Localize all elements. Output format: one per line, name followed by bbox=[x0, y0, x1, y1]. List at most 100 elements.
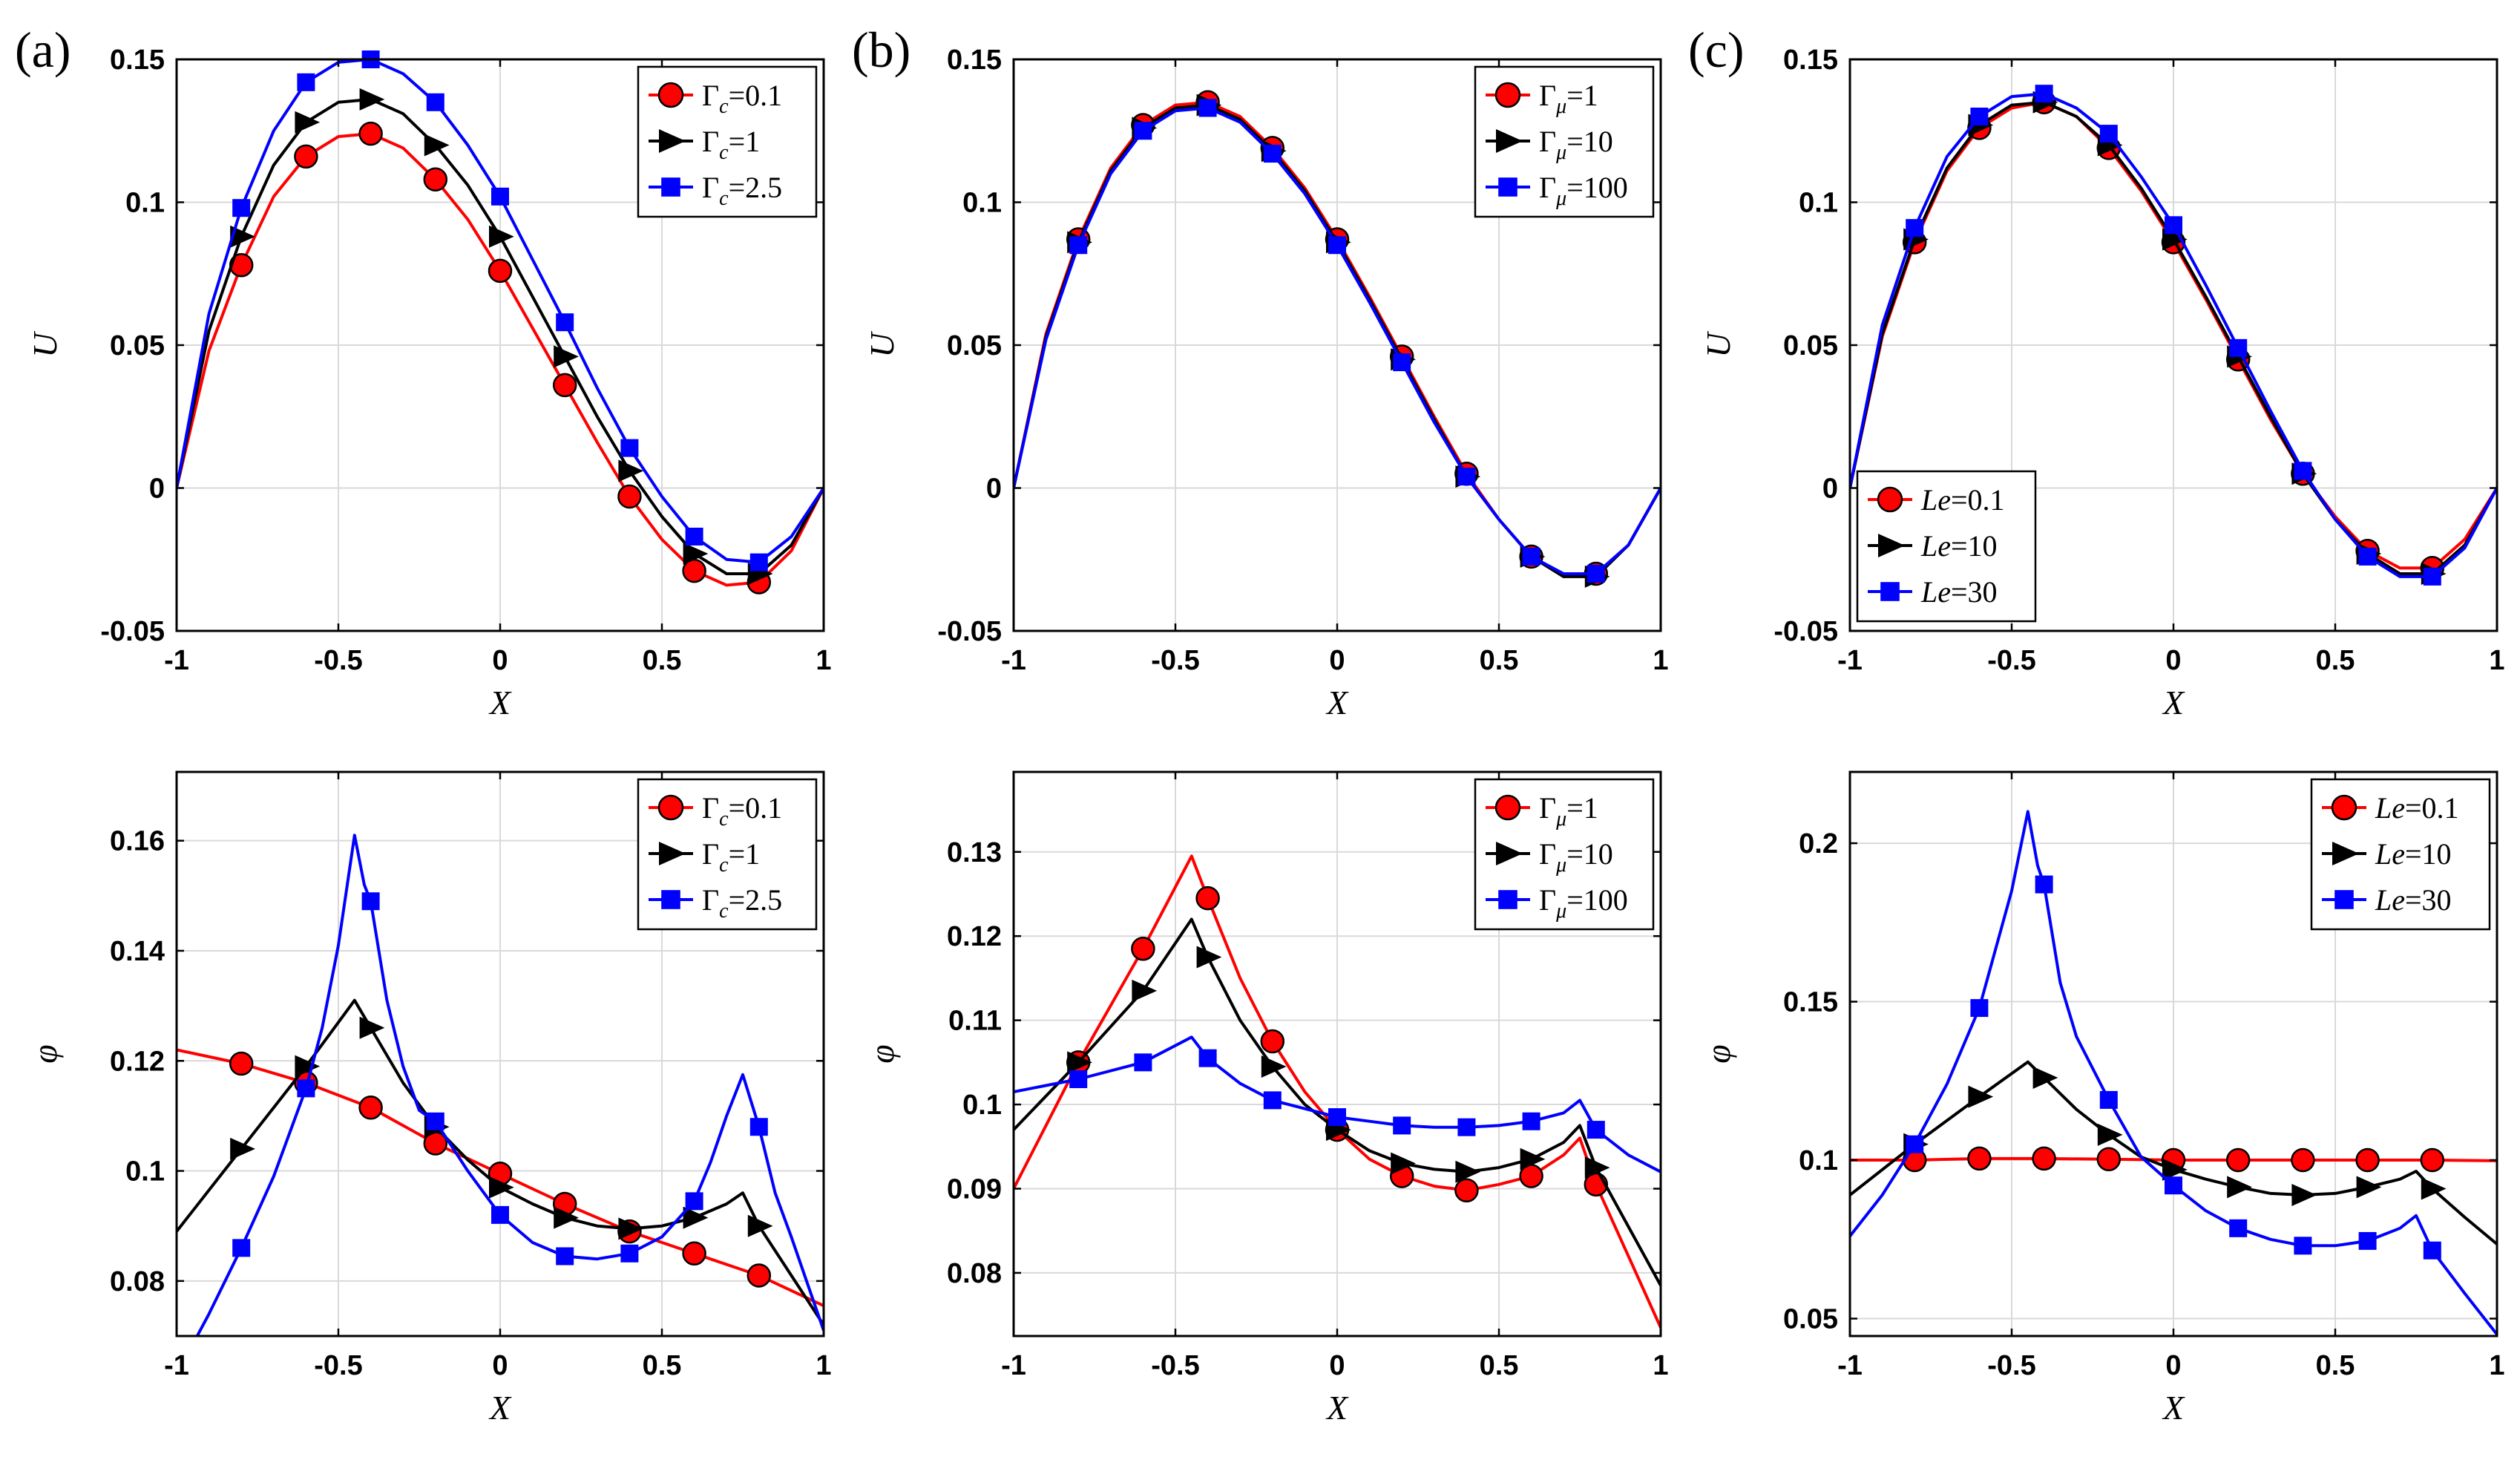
x-tick-label-4: 1 bbox=[1653, 645, 1668, 676]
legend-label-1: Le=10 bbox=[1920, 529, 1998, 563]
series-2-point-3 bbox=[1263, 145, 1282, 163]
series-line-0 bbox=[1014, 854, 1661, 1329]
legend-marker-0 bbox=[1494, 82, 1521, 108]
series-2-point-5 bbox=[556, 1247, 574, 1266]
series-0-point-2 bbox=[1195, 885, 1220, 911]
legend-marker-1 bbox=[1496, 129, 1523, 153]
series-2-point-3 bbox=[426, 93, 444, 111]
x-axis-label: X bbox=[2162, 684, 2185, 721]
series-2-point-3 bbox=[1263, 1091, 1282, 1110]
y-tick-label-4: 0.12 bbox=[947, 921, 1002, 952]
x-tick-label-0: -1 bbox=[164, 1350, 189, 1381]
series-0-point-6 bbox=[617, 484, 642, 509]
series-0-point-7 bbox=[682, 1241, 706, 1266]
series-1-point-5 bbox=[2227, 1176, 2252, 1199]
series-2-point-5 bbox=[2229, 1219, 2248, 1237]
x-axis-label: X bbox=[1325, 684, 1349, 721]
series-1-point-4 bbox=[489, 225, 514, 248]
x-tick-label-1: -0.5 bbox=[314, 1350, 362, 1381]
legend-marker-0 bbox=[657, 794, 684, 821]
plots: -1 -0.5 0 0.5 1 -0.05 0 0.05 0.1 0.15 X U Γc=0.1 Γc=1… bbox=[26, 45, 2505, 1427]
legend-label-0: Γμ=1 bbox=[1539, 791, 1598, 831]
legend-marker-2 bbox=[661, 177, 680, 197]
x-tick-label-2: 0 bbox=[2165, 645, 2181, 676]
series-2-point-2 bbox=[2035, 85, 2053, 103]
y-tick-label-1: 0 bbox=[986, 474, 1002, 505]
chart-c-top: -1 -0.5 0 0.5 1 -0.05 0 0.05 0.1 0.15 X U Le=0.1 Le=1… bbox=[1699, 45, 2505, 721]
series-1-point-8 bbox=[1584, 1156, 1610, 1179]
series-2-point-0 bbox=[1906, 1135, 1924, 1153]
y-tick-label-4: 0.15 bbox=[110, 45, 165, 76]
legend-marker-2 bbox=[1498, 177, 1517, 197]
x-tick-label-0: -1 bbox=[1837, 1350, 1863, 1381]
series-1-point-8 bbox=[2421, 1177, 2447, 1200]
x-tick-label-4: 1 bbox=[816, 1350, 831, 1381]
legend-label-2: Le=30 bbox=[2375, 883, 2452, 917]
legend-marker-1 bbox=[2332, 842, 2359, 865]
series-2-point-8 bbox=[1587, 565, 1605, 583]
series-line-1 bbox=[1014, 917, 1661, 1286]
series-1-point-7 bbox=[683, 1206, 709, 1229]
series-0-point-6 bbox=[2291, 1147, 2315, 1173]
series-1-point-8 bbox=[747, 1214, 773, 1237]
series-1-point-6 bbox=[2291, 1184, 2317, 1206]
series-2-point-4 bbox=[2165, 216, 2182, 235]
series-2-point-3 bbox=[2099, 1090, 2118, 1109]
series-1-point-1 bbox=[295, 111, 321, 134]
x-axis-label: X bbox=[1325, 1389, 1349, 1427]
legend: Le=0.1 Le=10 Le=30 bbox=[1856, 470, 2037, 623]
series-2-point-1 bbox=[1970, 999, 1989, 1018]
legend-marker-0 bbox=[657, 82, 684, 108]
chart-a-top: -1 -0.5 0 0.5 1 -0.05 0 0.05 0.1 0.15 X U Γc=0.1 Γc=1… bbox=[26, 45, 832, 721]
legend-label-1: Γμ=10 bbox=[1539, 125, 1613, 164]
series-1-point-1 bbox=[1968, 1085, 1994, 1108]
series-2-point-5 bbox=[2229, 338, 2248, 357]
series-2-point-2 bbox=[2035, 875, 2053, 894]
y-axis-label: φ bbox=[1699, 1044, 1737, 1063]
y-axis-label: U bbox=[863, 331, 901, 358]
series-line-1 bbox=[177, 998, 824, 1326]
legend: Γμ=1 Γμ=10 Γμ=100 bbox=[1474, 65, 1655, 218]
x-tick-label-2: 0 bbox=[1329, 1350, 1345, 1381]
series-0-point-3 bbox=[1260, 1029, 1285, 1054]
series-2-point-6 bbox=[1457, 1118, 1476, 1136]
y-tick-label-0: -0.05 bbox=[100, 616, 165, 647]
series-2-point-4 bbox=[1328, 1108, 1346, 1127]
series-0-point-3 bbox=[2096, 1147, 2122, 1172]
y-tick-label-0: 0.08 bbox=[110, 1266, 165, 1297]
series-line-1 bbox=[1850, 1060, 2497, 1245]
chart-b-bottom: -1 -0.5 0 0.5 1 0.08 0.09 0.1 0.11 0.12 0.13 Xφ Γμ=1… bbox=[863, 770, 1669, 1427]
x-tick-label-1: -0.5 bbox=[1151, 1350, 1199, 1381]
series-1-point-6 bbox=[618, 459, 644, 482]
series-0-point-6 bbox=[1454, 1178, 1479, 1203]
panel-label-b: (b) bbox=[852, 22, 910, 78]
series-2-point-7 bbox=[685, 527, 703, 546]
panel-label-a: (a) bbox=[15, 22, 70, 78]
x-tick-label-3: 0.5 bbox=[2316, 645, 2355, 676]
legend-marker-1 bbox=[659, 129, 686, 153]
series-2-point-0 bbox=[232, 1239, 251, 1257]
panel-label-c: (c) bbox=[1688, 22, 1744, 78]
series-2-point-8 bbox=[2423, 1241, 2441, 1260]
x-tick-label-3: 0.5 bbox=[643, 645, 682, 676]
x-tick-label-3: 0.5 bbox=[1480, 645, 1519, 676]
y-tick-label-2: 0.12 bbox=[110, 1046, 165, 1077]
y-tick-label-5: 0.13 bbox=[947, 837, 1002, 868]
x-tick-label-0: -1 bbox=[1001, 1350, 1026, 1381]
x-tick-label-4: 1 bbox=[1653, 1350, 1668, 1381]
series-0-point-8 bbox=[747, 1263, 772, 1288]
series-2-point-6 bbox=[620, 439, 639, 457]
series-1-point-7 bbox=[2356, 1176, 2382, 1199]
x-tick-label-3: 0.5 bbox=[643, 1350, 682, 1381]
legend-marker-2 bbox=[1498, 890, 1517, 909]
x-tick-label-0: -1 bbox=[1837, 645, 1863, 676]
series-2-point-5 bbox=[1393, 1116, 1411, 1135]
x-tick-label-2: 0 bbox=[492, 645, 508, 676]
series-line-2 bbox=[195, 834, 824, 1336]
series-1-point-1 bbox=[1132, 979, 1158, 1002]
series-0-point-0 bbox=[229, 1051, 254, 1076]
series-line-2 bbox=[1014, 1035, 1661, 1173]
y-axis-label: φ bbox=[863, 1044, 901, 1063]
series-1-point-6 bbox=[618, 1217, 644, 1240]
series-2-point-7 bbox=[685, 1192, 703, 1211]
